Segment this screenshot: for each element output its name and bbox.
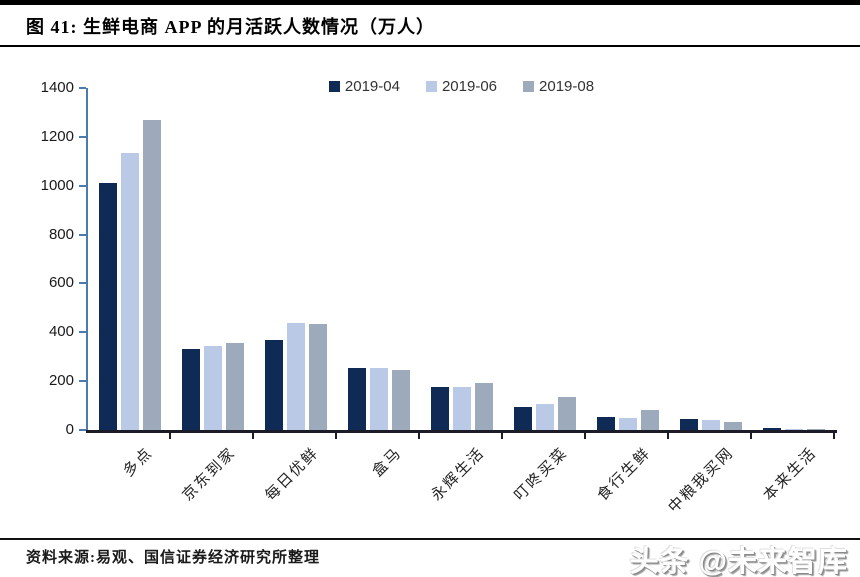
x-tick-mark bbox=[584, 433, 586, 439]
bar bbox=[120, 153, 139, 430]
bar bbox=[679, 419, 698, 430]
bar bbox=[784, 429, 803, 430]
bar bbox=[430, 387, 449, 430]
bar bbox=[181, 349, 200, 430]
bar bbox=[513, 407, 532, 430]
bar bbox=[618, 418, 637, 430]
x-tick-mark bbox=[501, 433, 503, 439]
y-tick-mark bbox=[79, 282, 86, 285]
y-axis-tick-label: 600 bbox=[48, 274, 74, 292]
figure-title: 图 41: 生鲜电商 APP 的月活跃人数情况（万人） bbox=[26, 17, 435, 37]
x-axis-line bbox=[86, 430, 837, 433]
y-axis-tick-label: 800 bbox=[48, 225, 74, 243]
y-tick-mark bbox=[79, 429, 86, 431]
bar bbox=[391, 370, 410, 430]
bar bbox=[98, 183, 117, 430]
plot-area: 0 200 400 600 800 1000 1200 1400 多点 京东到家 每日优鲜 盒马 永辉生… bbox=[41, 79, 837, 516]
legend-label: 2019-06 bbox=[441, 78, 498, 95]
bar bbox=[701, 420, 720, 430]
legend-color-swatch bbox=[328, 81, 340, 92]
x-tick-mark bbox=[169, 433, 171, 439]
top-border-rule bbox=[0, 0, 860, 5]
bar bbox=[806, 429, 825, 430]
legend-label: 2019-04 bbox=[344, 78, 400, 95]
y-axis-tick-label: 400 bbox=[48, 323, 74, 341]
y-tick-mark bbox=[79, 184, 86, 187]
x-tick-mark bbox=[833, 433, 835, 439]
y-tick-mark bbox=[79, 233, 86, 236]
bar bbox=[596, 417, 615, 430]
y-axis-tick-label: 1000 bbox=[40, 176, 74, 194]
bar bbox=[203, 346, 222, 430]
bar bbox=[225, 343, 244, 430]
bar bbox=[535, 404, 554, 430]
bar bbox=[308, 324, 327, 430]
bar bbox=[557, 397, 576, 430]
bar bbox=[264, 340, 283, 430]
y-axis-tick-label: 1200 bbox=[40, 127, 74, 145]
y-tick-mark bbox=[79, 135, 86, 138]
chart-legend: 2019-04 2019-06 2019-08 bbox=[88, 78, 835, 95]
bar bbox=[347, 368, 366, 430]
x-tick-mark bbox=[335, 433, 337, 439]
y-axis-line bbox=[86, 88, 88, 432]
y-tick-mark bbox=[79, 331, 86, 334]
legend-label: 2019-08 bbox=[539, 78, 595, 95]
bar bbox=[474, 383, 493, 430]
y-axis-tick-label: 0 bbox=[65, 421, 74, 438]
x-tick-mark bbox=[667, 433, 669, 439]
legend-item: 2019-08 bbox=[523, 78, 594, 95]
watermark: 头条 @未来智库 bbox=[629, 546, 848, 577]
bar bbox=[723, 422, 742, 430]
bar bbox=[640, 410, 659, 430]
bar bbox=[142, 120, 161, 430]
bar bbox=[762, 428, 781, 430]
x-tick-mark bbox=[252, 433, 254, 439]
x-tick-mark bbox=[418, 433, 420, 439]
x-tick-mark bbox=[750, 433, 752, 439]
y-tick-mark bbox=[79, 380, 86, 383]
bar bbox=[369, 368, 388, 430]
title-underline-rule bbox=[0, 45, 860, 47]
bar bbox=[452, 387, 471, 430]
legend-item: 2019-06 bbox=[425, 78, 498, 95]
legend-item: 2019-04 bbox=[328, 78, 400, 95]
y-axis-tick-label: 1400 bbox=[40, 79, 74, 96]
legend-color-swatch bbox=[523, 81, 535, 92]
y-tick-mark bbox=[79, 87, 86, 89]
footer-border-rule bbox=[0, 538, 860, 540]
y-axis-tick-label: 200 bbox=[48, 372, 74, 390]
legend-color-swatch bbox=[425, 81, 437, 92]
bar bbox=[286, 323, 305, 430]
source-note: 资料来源:易观、国信证券经济研究所整理 bbox=[26, 550, 320, 566]
